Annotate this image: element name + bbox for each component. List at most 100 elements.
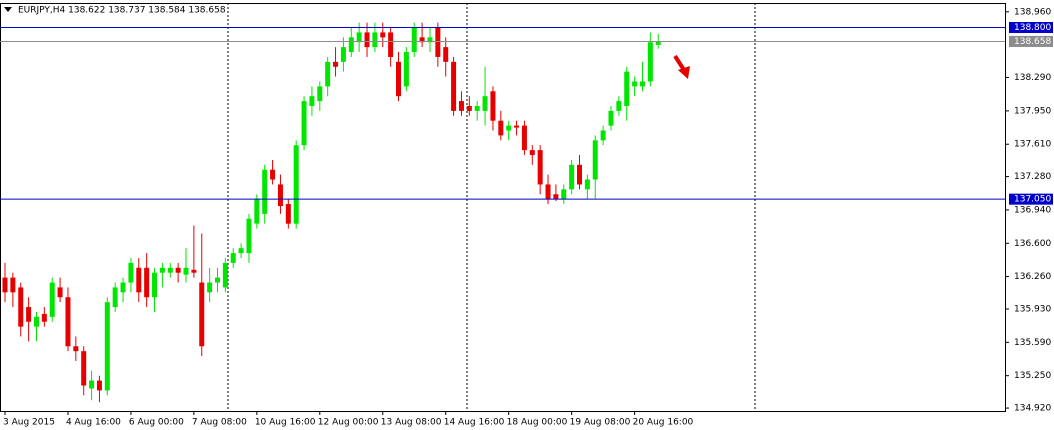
candle-body	[340, 47, 346, 62]
candle-body	[270, 169, 276, 180]
candle-body	[616, 101, 622, 111]
candle-body	[600, 130, 606, 141]
y-tick-label: 137.610	[1014, 140, 1051, 150]
candle-body	[325, 61, 331, 87]
candle-body	[506, 125, 512, 131]
candle-body	[482, 96, 488, 111]
candle-body	[2, 277, 8, 293]
candle-body	[277, 184, 283, 207]
candle-body	[89, 380, 95, 389]
candle-body	[451, 61, 457, 111]
candle-body	[191, 269, 197, 273]
candle-body	[388, 32, 394, 57]
y-tick-label: 137.280	[1014, 172, 1051, 182]
price-label: 138.800	[1014, 23, 1051, 33]
x-tick-label: 3 Aug 2015	[3, 418, 55, 428]
candle-body	[183, 267, 189, 275]
candle-body	[537, 150, 543, 185]
candle-body	[529, 150, 535, 156]
candle-body	[632, 81, 638, 87]
candle-body	[647, 42, 653, 82]
candle-body	[577, 164, 583, 185]
price-label: 138.658	[1014, 37, 1051, 47]
candle-body	[222, 262, 228, 288]
y-tick-label: 135.930	[1014, 305, 1051, 315]
candle-body	[214, 277, 220, 283]
y-tick-label: 138.290	[1014, 73, 1051, 83]
candle-body	[262, 169, 268, 214]
candle-body	[254, 199, 260, 224]
candle-body	[10, 277, 16, 293]
candle-body	[380, 32, 386, 38]
x-tick-label: 7 Aug 08:00	[192, 418, 247, 428]
candle-body	[411, 27, 417, 53]
price-label-box	[1009, 22, 1053, 34]
candle-body	[18, 287, 24, 327]
candle-body	[120, 282, 126, 293]
x-tick-label: 4 Aug 16:00	[66, 418, 121, 428]
candle-body	[246, 218, 252, 254]
candle-body	[545, 184, 551, 200]
chart-title: EURJPY,H4 138.622 138.737 138.584 138.65…	[18, 6, 226, 16]
candle-body	[128, 262, 134, 283]
price-label: 137.050	[1014, 195, 1051, 205]
y-tick-label: 134.920	[1014, 404, 1051, 414]
candle-body	[427, 37, 433, 43]
candle-body	[348, 37, 354, 53]
price-label-box	[1009, 35, 1053, 47]
candle-body	[285, 204, 291, 224]
candle-body	[144, 267, 150, 298]
y-tick-label: 135.250	[1014, 371, 1051, 381]
candle-body	[199, 282, 205, 347]
candle-body	[159, 267, 165, 273]
x-tick-label: 13 Aug 08:00	[381, 418, 442, 428]
candle-body	[521, 125, 527, 151]
candle-body	[230, 253, 236, 263]
candle-body	[624, 71, 630, 106]
candle-body	[498, 120, 504, 136]
candle-body	[301, 101, 307, 146]
candle-body	[435, 27, 441, 57]
candle-body	[490, 91, 496, 121]
candle-body	[592, 140, 598, 180]
candle-body	[466, 105, 472, 111]
candle-body	[57, 287, 63, 298]
y-tick-label: 136.600	[1014, 239, 1051, 249]
y-tick-label: 136.940	[1014, 205, 1051, 215]
annotation-arrow	[673, 54, 690, 79]
candle-body	[443, 47, 449, 62]
menu-triangle	[4, 7, 12, 12]
y-tick-label: 138.960	[1014, 7, 1051, 17]
candle-body	[561, 189, 567, 200]
candle-body	[81, 351, 87, 386]
x-tick-label: 20 Aug 16:00	[633, 418, 694, 428]
candle-body	[136, 267, 142, 293]
candle-body	[317, 86, 323, 102]
plot-frame	[0, 3, 1006, 412]
y-tick-label: 137.950	[1014, 106, 1051, 116]
candle-body	[49, 282, 55, 317]
candle-body	[293, 145, 299, 224]
candle-body	[584, 179, 590, 190]
candle-body	[73, 346, 79, 352]
candle-body	[309, 96, 315, 106]
candle-body	[372, 32, 378, 48]
candle-body	[333, 61, 339, 67]
candle-body	[356, 32, 362, 43]
candle-body	[474, 105, 480, 111]
x-tick-label: 12 Aug 00:00	[318, 418, 379, 428]
candle-body	[175, 267, 181, 273]
candle-body	[207, 282, 213, 293]
x-tick-label: 10 Aug 16:00	[255, 418, 316, 428]
candle-body	[403, 52, 409, 87]
candle-body	[419, 37, 425, 43]
x-tick-label: 19 Aug 08:00	[570, 418, 631, 428]
candle-body	[152, 272, 158, 298]
candle-body	[26, 307, 32, 322]
candle-body	[167, 267, 173, 273]
candle-body	[608, 110, 614, 126]
candle-body	[655, 41, 661, 45]
candle-body	[96, 380, 102, 391]
